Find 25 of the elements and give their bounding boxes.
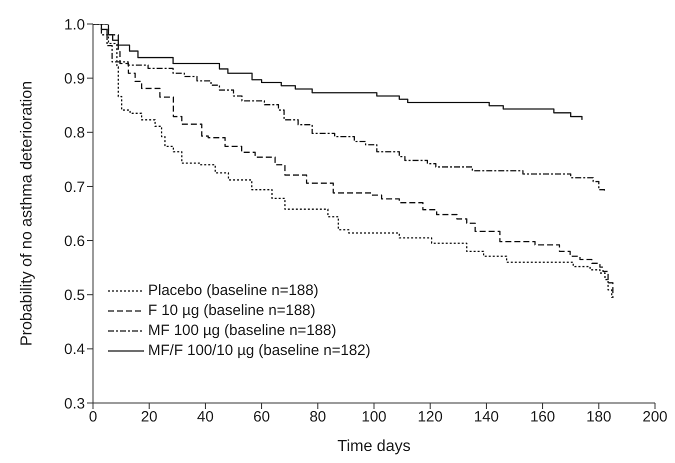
- x-tick-label: 40: [197, 408, 214, 426]
- y-tick-label: 0.6: [64, 232, 85, 250]
- y-tick-label: 0.5: [64, 287, 85, 304]
- y-tick-label: 0.3: [64, 395, 85, 412]
- y-tick-label: 1.0: [64, 16, 85, 34]
- x-tick-label: 180: [586, 408, 612, 426]
- x-tick-label: 160: [530, 408, 556, 426]
- y-tick-label: 0.7: [64, 178, 85, 196]
- x-tick-label: 0: [88, 408, 98, 426]
- y-tick-label: 0.9: [64, 70, 85, 88]
- legend-label: MF/F 100/10 µg (baseline n=182): [148, 342, 371, 359]
- y-tick-label: 0.4: [64, 341, 85, 358]
- x-tick-label: 100: [361, 408, 387, 426]
- x-tick-label: 20: [140, 408, 158, 426]
- x-tick-label: 200: [642, 408, 668, 426]
- x-tick-label: 140: [474, 408, 499, 426]
- x-axis-title: Time days: [337, 438, 411, 455]
- legend-label: MF 100 µg (baseline n=188): [148, 322, 336, 339]
- legend-label: Placebo (baseline n=188): [148, 282, 319, 299]
- legend-label: F 10 µg (baseline n=188): [148, 302, 316, 319]
- y-axis-title: Probability of no asthma deterioration: [18, 80, 36, 346]
- x-tick-label: 80: [309, 408, 326, 426]
- y-tick-label: 0.8: [64, 124, 85, 142]
- x-tick-label: 60: [253, 408, 270, 426]
- x-tick-label: 120: [418, 408, 443, 426]
